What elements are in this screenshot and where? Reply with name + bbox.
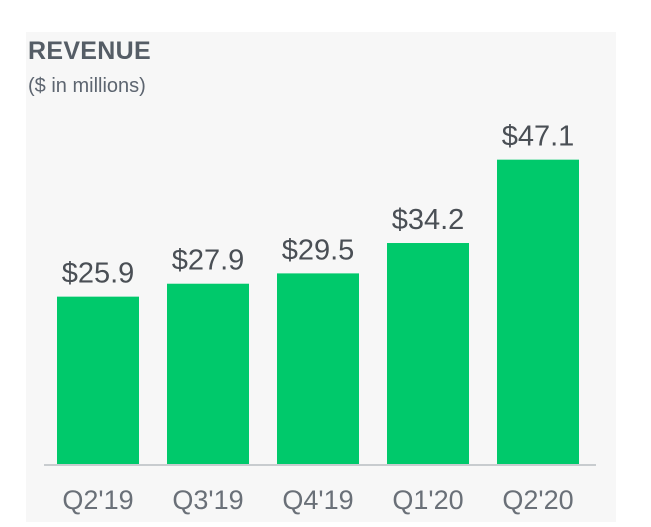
data-label-1: $27.9 [172, 245, 245, 277]
chart-title: REVENUE [28, 37, 151, 65]
bar-0 [57, 296, 139, 464]
data-label-2: $29.5 [282, 234, 355, 266]
bar-4 [497, 159, 579, 464]
data-label-3: $34.2 [392, 204, 465, 236]
data-label-0: $25.9 [62, 258, 135, 290]
bar-1 [167, 283, 249, 464]
x-tick-label-4: Q2'20 [502, 485, 573, 515]
chart-subtitle: ($ in millions) [28, 75, 146, 97]
bar-3 [387, 243, 469, 464]
bar-2 [277, 273, 359, 464]
x-tick-label-0: Q2'19 [62, 485, 133, 515]
x-tick-label-3: Q1'20 [392, 485, 463, 515]
x-tick-label-1: Q3'19 [172, 485, 243, 515]
x-tick-label-2: Q4'19 [282, 485, 353, 515]
data-label-4: $47.1 [502, 121, 575, 153]
